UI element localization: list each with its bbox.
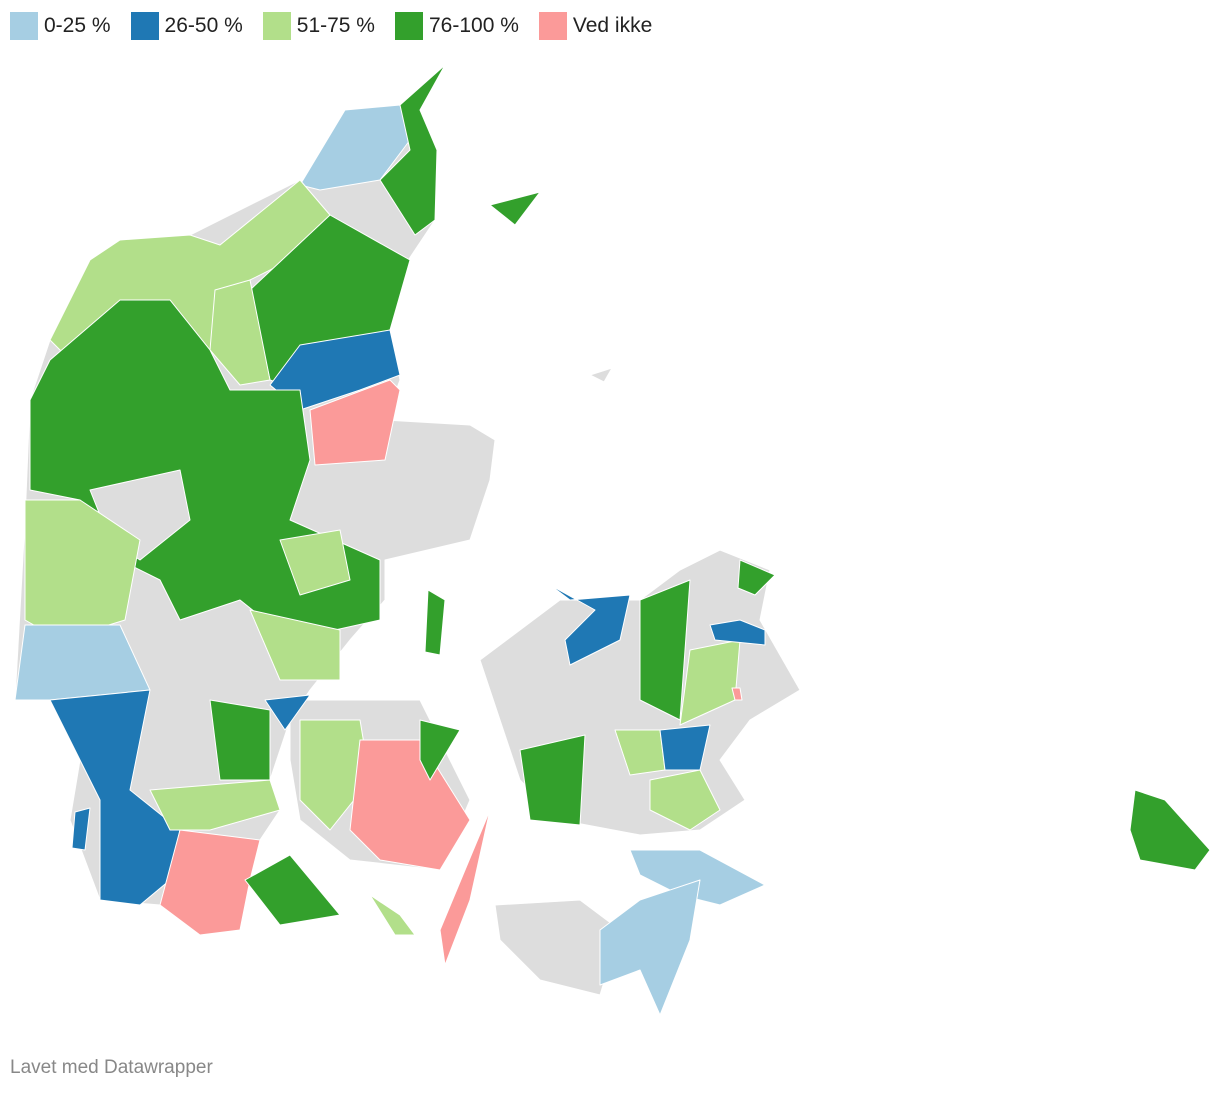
region-laeso[interactable] [489,191,541,226]
region-horsens[interactable] [279,529,351,596]
legend-swatch [262,12,291,40]
region-west[interactable] [24,499,141,641]
legend-item-76-100[interactable]: 76-100 % [394,12,519,40]
region-west-funen[interactable] [299,719,371,831]
region-kolding[interactable] [209,699,271,781]
region-langeland[interactable] [439,809,491,966]
region-rudersdal[interactable] [709,619,766,646]
region-randers[interactable] [269,329,401,411]
region-djursland[interactable] [309,379,401,466]
legend-label: 76-100 % [428,14,519,37]
region-soenderborg[interactable] [244,854,341,926]
legend-label: Ved ikke [572,14,653,37]
legend-swatch [10,12,38,40]
region-falster[interactable] [599,879,701,1016]
region-north-zealand[interactable] [639,579,691,721]
legend-item-26-50[interactable]: 26-50 % [130,12,243,40]
legend-item-51-75[interactable]: 51-75 % [262,12,375,40]
region-helsingoer[interactable] [737,559,776,596]
anholt-island [589,367,613,383]
legend-swatch [394,12,423,40]
region-dragoer[interactable] [731,687,743,701]
region-fanoe[interactable] [71,807,91,851]
region-vejle[interactable] [249,609,341,681]
legend-item-ved-ikke[interactable]: Ved ikke [538,12,653,40]
lolland-base [494,899,621,996]
footer-credit: Lavet med Datawrapper [10,1057,213,1078]
region-northeast[interactable] [379,64,446,236]
legend-label: 26-50 % [164,14,243,37]
region-fredericia[interactable] [264,694,311,731]
legend-label: 51-75 % [296,14,375,37]
legend-swatch [130,12,159,40]
region-odsherred[interactable] [549,584,631,666]
region-west-zealand[interactable] [519,734,586,826]
region-aeroe[interactable] [369,894,416,936]
region-bornholm[interactable] [1129,789,1211,871]
legend: 0-25 % 26-50 % 51-75 % 76-100 % Ved ikke [10,12,652,40]
legend-label: 0-25 % [44,14,111,37]
region-stevns[interactable] [649,769,721,831]
region-kerteminde[interactable] [419,719,461,781]
region-aabenraa[interactable] [159,829,261,936]
region-moen[interactable] [629,849,766,906]
legend-item-0-25[interactable]: 0-25 % [10,12,111,40]
legend-swatch [538,12,567,40]
region-haderslev[interactable] [149,779,281,831]
region-mariagerfjord[interactable] [209,279,271,386]
region-samsoe[interactable] [424,589,446,656]
region-esbjerg[interactable] [49,689,181,906]
